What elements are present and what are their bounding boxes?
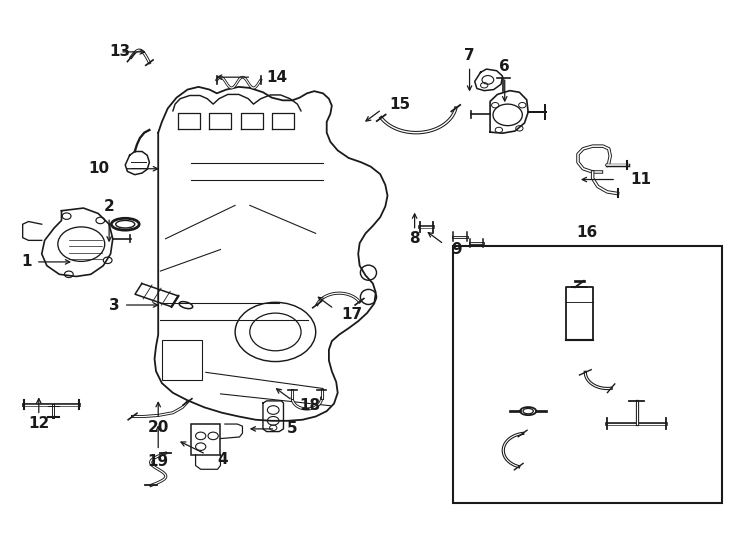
Text: 13: 13 [109, 44, 130, 59]
Text: 6: 6 [499, 59, 510, 74]
Text: 18: 18 [299, 398, 321, 413]
Text: 2: 2 [103, 199, 115, 214]
Text: 10: 10 [88, 161, 109, 176]
Text: 7: 7 [464, 48, 475, 63]
Text: 17: 17 [341, 307, 363, 322]
Text: 9: 9 [451, 242, 462, 257]
Bar [162, 340, 202, 380]
Bar [454, 246, 722, 503]
Text: 1: 1 [21, 254, 32, 269]
Text: 11: 11 [631, 172, 652, 187]
Text: 20: 20 [148, 420, 169, 435]
Text: 3: 3 [109, 298, 120, 313]
Text: 8: 8 [410, 231, 420, 246]
Text: 15: 15 [389, 97, 410, 112]
Text: 14: 14 [266, 70, 287, 85]
Text: 19: 19 [148, 454, 169, 469]
Text: 12: 12 [28, 416, 49, 431]
Text: 4: 4 [217, 452, 228, 467]
Text: 16: 16 [576, 225, 597, 240]
Text: 5: 5 [286, 421, 297, 436]
